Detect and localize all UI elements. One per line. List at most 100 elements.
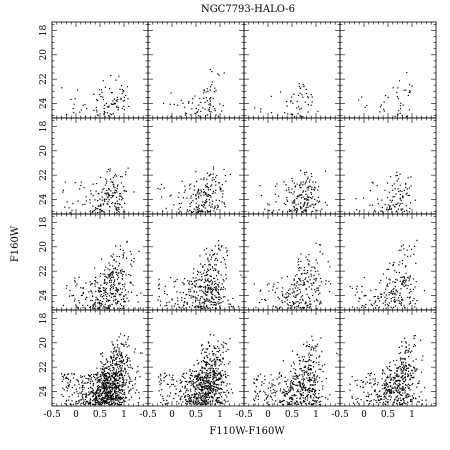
star-point [105, 389, 108, 391]
star-point [104, 378, 106, 380]
star-point [118, 382, 120, 384]
star-point [221, 245, 223, 247]
star-point [103, 108, 105, 110]
star-point [210, 206, 212, 208]
star-point [397, 97, 399, 99]
star-point [103, 376, 105, 378]
star-point [307, 176, 309, 178]
star-point [207, 341, 209, 343]
star-point [71, 209, 73, 211]
star-point [197, 188, 200, 190]
star-point [98, 301, 101, 303]
star-point [205, 361, 207, 363]
star-point [111, 91, 113, 94]
star-point [279, 306, 281, 309]
star-point [412, 299, 414, 302]
star-point [219, 296, 221, 298]
star-point [122, 255, 125, 257]
star-point [105, 182, 108, 184]
star-point [117, 288, 119, 290]
star-point [116, 346, 118, 348]
star-point [288, 189, 290, 191]
star-point [383, 110, 385, 112]
star-point [117, 203, 119, 205]
star-point [206, 114, 209, 116]
star-point [295, 373, 297, 375]
star-point [218, 200, 221, 202]
star-point [275, 400, 277, 402]
star-point [115, 302, 117, 304]
star-point [83, 400, 85, 402]
star-point [383, 292, 385, 294]
star-point [218, 351, 220, 353]
star-point [100, 95, 102, 98]
star-point [123, 391, 125, 394]
star-point [201, 345, 203, 347]
star-point [121, 367, 123, 369]
star-point [110, 74, 112, 77]
star-point [300, 395, 302, 397]
star-point [355, 288, 358, 290]
star-point [313, 282, 315, 284]
star-point [98, 389, 100, 391]
star-point [82, 292, 84, 295]
star-point [253, 283, 255, 285]
star-point [288, 209, 291, 211]
star-point [115, 372, 117, 374]
star-point [97, 400, 99, 402]
star-point [95, 392, 97, 394]
star-point [108, 398, 110, 400]
star-point [102, 369, 104, 371]
star-point [196, 378, 198, 380]
star-point [402, 197, 404, 199]
star-point [134, 392, 137, 394]
star-point [215, 376, 217, 378]
star-point [109, 264, 111, 266]
y-tick-label: 20 [39, 49, 49, 61]
star-point [101, 394, 103, 396]
star-point [215, 264, 217, 266]
star-point [114, 173, 117, 175]
star-point [103, 113, 105, 115]
x-tick-label: 1 [217, 410, 223, 420]
star-point [414, 286, 416, 288]
star-point [208, 344, 211, 347]
star-point [386, 285, 388, 287]
star-point [84, 398, 86, 401]
star-point [210, 387, 212, 389]
star-point [100, 203, 102, 205]
star-point [75, 403, 77, 405]
star-point [206, 297, 208, 300]
star-point [304, 183, 306, 185]
star-point [314, 378, 316, 380]
x-tick-label: 1 [313, 410, 319, 420]
star-point [120, 353, 122, 355]
star-point [395, 203, 397, 206]
star-point [100, 403, 102, 406]
star-point [109, 274, 111, 277]
star-point [110, 392, 112, 394]
star-point [192, 401, 195, 403]
star-point [173, 286, 175, 288]
star-point [104, 280, 106, 282]
star-point [78, 300, 80, 302]
star-point [99, 402, 101, 404]
star-point [395, 193, 397, 195]
star-point [190, 382, 192, 384]
star-point [201, 209, 203, 211]
star-point [119, 193, 121, 195]
star-point [318, 273, 320, 275]
star-point [204, 351, 206, 353]
star-point [209, 376, 212, 378]
star-point [305, 209, 307, 211]
star-point [193, 185, 195, 187]
star-point [65, 400, 67, 402]
star-point [219, 360, 222, 362]
star-point [92, 390, 94, 392]
star-point [67, 378, 70, 381]
star-point [311, 266, 313, 268]
star-point [214, 295, 216, 297]
star-point [202, 379, 204, 382]
star-point [205, 362, 208, 364]
star-point [206, 403, 208, 405]
